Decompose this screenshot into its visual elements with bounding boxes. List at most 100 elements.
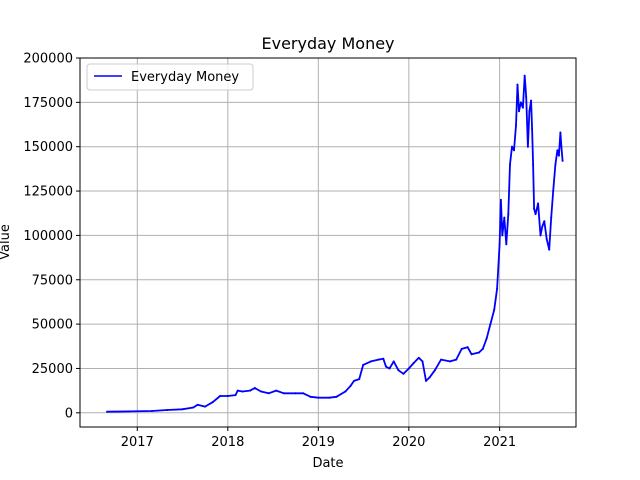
data-point: [533, 207, 536, 210]
data-point: [532, 163, 535, 166]
data-point: [211, 401, 214, 404]
data-point: [440, 358, 443, 361]
data-point: [466, 346, 469, 349]
data-point: [498, 243, 501, 246]
data-point: [537, 202, 540, 205]
series-layer: [106, 74, 564, 413]
data-point: [517, 110, 520, 113]
data-point: [358, 378, 361, 381]
data-point: [513, 149, 515, 152]
data-point: [196, 403, 199, 406]
data-point: [428, 376, 431, 379]
y-tick-label: 150000: [23, 140, 73, 155]
data-point: [525, 96, 528, 99]
data-point: [249, 389, 252, 392]
data-point: [460, 347, 463, 350]
data-point: [282, 392, 285, 395]
data-point: [552, 190, 555, 193]
data-point: [516, 83, 519, 86]
data-point: [275, 389, 278, 392]
data-point: [489, 323, 492, 326]
data-point: [556, 149, 559, 152]
data-point: [377, 358, 380, 361]
data-point: [503, 216, 506, 219]
data-point: [106, 410, 109, 413]
data-point: [236, 389, 239, 392]
data-point: [385, 365, 388, 368]
data-point: [349, 385, 352, 388]
data-point: [499, 198, 502, 201]
data-point: [559, 131, 562, 134]
data-point: [455, 358, 458, 361]
data-point: [478, 351, 481, 354]
data-point: [541, 225, 544, 228]
legend-label: Everyday Money: [131, 70, 239, 85]
data-point: [543, 220, 546, 223]
data-point: [545, 237, 548, 240]
data-point: [505, 243, 508, 246]
data-point: [421, 360, 424, 363]
y-tick-label: 100000: [23, 229, 73, 244]
data-point: [392, 360, 395, 363]
data-point: [528, 110, 531, 113]
y-tick-label: 0: [65, 406, 73, 421]
data-point: [388, 367, 391, 370]
data-point: [501, 234, 504, 237]
data-point: [397, 369, 400, 372]
y-tick-label: 25000: [32, 362, 73, 377]
data-point: [531, 127, 534, 130]
data-point: [407, 367, 410, 370]
data-point: [523, 74, 526, 77]
data-point: [530, 99, 533, 102]
data-point: [485, 337, 488, 340]
data-point: [382, 357, 385, 360]
y-tick-label: 75000: [32, 273, 73, 288]
data-point: [424, 379, 427, 382]
data-point: [539, 234, 542, 237]
data-point: [526, 145, 529, 148]
data-point: [548, 248, 551, 251]
data-point: [309, 395, 312, 398]
data-point: [203, 405, 206, 408]
data-point: [335, 395, 338, 398]
data-point: [128, 410, 131, 413]
data-point: [417, 356, 420, 359]
data-point: [294, 392, 297, 395]
data-point: [560, 145, 563, 148]
x-tick-label: 2017: [121, 435, 154, 450]
data-point: [481, 347, 484, 350]
data-point: [514, 124, 517, 127]
x-tick-label: 2018: [211, 435, 244, 450]
x-tick-label: 2021: [483, 435, 516, 450]
legend-box: [86, 63, 254, 91]
data-point: [344, 390, 347, 393]
data-point: [534, 213, 537, 216]
x-axis-ticks: 2017 2018 2019 2020 2021: [121, 427, 516, 450]
data-point: [181, 408, 184, 411]
data-point: [234, 394, 237, 397]
data-point: [317, 396, 320, 399]
data-point: [353, 379, 356, 382]
y-tick-label: 200000: [23, 52, 73, 67]
data-point: [449, 360, 452, 363]
x-tick-label: 2020: [392, 435, 425, 450]
y-tick-label: 125000: [23, 185, 73, 200]
chart-title: Everyday Money: [261, 34, 394, 53]
data-point: [511, 145, 514, 148]
plot-frame: [79, 57, 577, 428]
data-point: [253, 386, 256, 389]
data-point: [369, 360, 372, 363]
data-point: [241, 390, 244, 393]
y-tick-label: 175000: [23, 96, 73, 111]
data-point: [362, 363, 365, 366]
data-point: [519, 101, 522, 104]
y-axis-ticks: 0 25000 50000 75000 100000 125000 150000 175000…: [23, 52, 80, 421]
x-axis-label: Date: [312, 456, 343, 471]
data-point: [521, 106, 524, 109]
data-point: [493, 308, 496, 311]
data-point: [412, 362, 415, 365]
legend: Everyday Money: [86, 63, 254, 91]
data-point: [219, 394, 222, 397]
data-point: [302, 392, 305, 395]
